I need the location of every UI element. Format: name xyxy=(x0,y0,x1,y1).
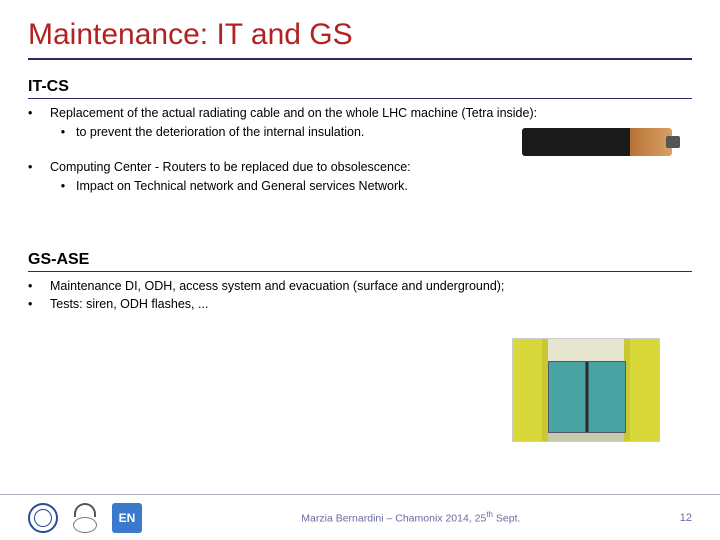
sub-list: • Impact on Technical network and Genera… xyxy=(50,178,692,195)
page-number: 12 xyxy=(680,512,692,524)
footer-text: Marzia Bernardini – Chamonix 2014, 25th … xyxy=(142,510,680,525)
section-heading-itcs: IT-CS xyxy=(28,78,692,99)
section-heading-gsase: GS-ASE xyxy=(28,251,692,272)
footer-text-prefix: Marzia Bernardini – Chamonix 2014, 25 xyxy=(301,513,486,525)
bullet-icon: • xyxy=(28,105,50,141)
bullet-icon: • xyxy=(50,178,76,195)
slide: Maintenance: IT and GS IT-CS • Replaceme… xyxy=(0,0,720,540)
bullet-icon: • xyxy=(28,278,50,295)
slide-title: Maintenance: IT and GS xyxy=(28,18,692,60)
item-text: Computing Center - Routers to be replace… xyxy=(50,160,411,174)
list-item: • Computing Center - Routers to be repla… xyxy=(28,159,692,195)
bullet-icon: • xyxy=(28,296,50,313)
footer: EN Marzia Bernardini – Chamonix 2014, 25… xyxy=(0,494,720,540)
en-dept-logo-icon: EN xyxy=(112,503,142,533)
footer-text-sup: th xyxy=(486,510,493,519)
room-image xyxy=(512,338,660,442)
list-item: • Tests: siren, ODH flashes, ... xyxy=(28,296,692,313)
cern-logo-icon xyxy=(28,503,58,533)
anniversary-logo-icon xyxy=(70,503,100,533)
item-text: Maintenance DI, ODH, access system and e… xyxy=(50,278,692,295)
item-text: Replacement of the actual radiating cabl… xyxy=(50,106,537,120)
gsase-list: • Maintenance DI, ODH, access system and… xyxy=(28,278,692,314)
section-gsase: GS-ASE • Maintenance DI, ODH, access sys… xyxy=(28,251,692,314)
footer-text-suffix: Sept. xyxy=(493,513,520,525)
list-item: • Maintenance DI, ODH, access system and… xyxy=(28,278,692,295)
item-text: Tests: siren, ODH flashes, ... xyxy=(50,296,692,313)
bullet-icon: • xyxy=(50,124,76,141)
item-text: Impact on Technical network and General … xyxy=(76,178,692,195)
cable-image xyxy=(522,128,672,156)
footer-logos: EN xyxy=(28,503,142,533)
list-item: • Impact on Technical network and Genera… xyxy=(50,178,692,195)
bullet-icon: • xyxy=(28,159,50,195)
